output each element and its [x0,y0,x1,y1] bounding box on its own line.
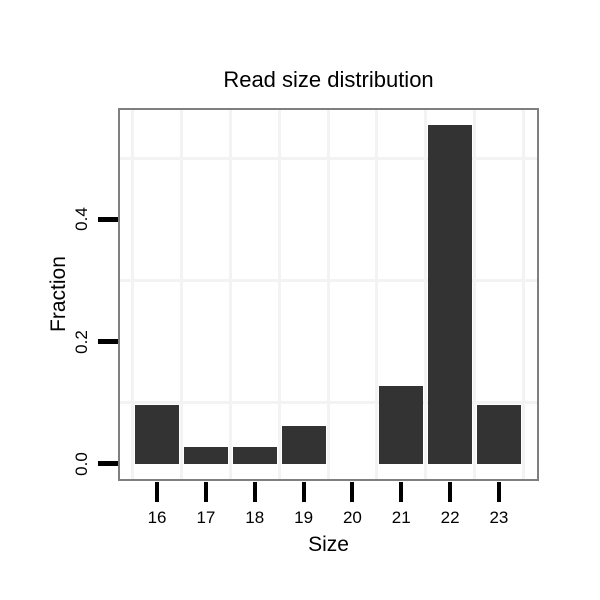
x-tick-mark [155,482,160,502]
y-tick-label: 0.2 [72,329,91,354]
y-tick-mark [98,216,118,222]
y-tick-mark [98,461,118,467]
vertical-gridline [179,110,183,479]
bar [428,125,473,464]
x-tick-mark [203,482,208,502]
x-tick-mark [252,482,257,502]
bar [476,404,521,464]
vertical-gridline [326,110,330,479]
vertical-gridline [375,110,379,479]
bar [183,446,228,464]
bar [379,385,424,464]
plot-panel-border [118,108,539,481]
vertical-gridline [473,110,477,479]
bar [135,404,180,464]
vertical-gridline [424,110,428,479]
y-tick-mark [98,339,118,345]
x-tick-mark [399,482,404,502]
x-tick-label: 16 [147,508,167,527]
vertical-gridline [228,110,232,479]
chart-title: Read size distribution [223,67,434,92]
x-tick-label: 18 [245,508,265,527]
x-tick-label: 21 [391,508,411,527]
horizontal-gridline [120,401,537,405]
x-tick-mark [301,482,306,502]
x-tick-mark [448,482,453,502]
vertical-gridline [277,110,281,479]
x-tick-label: 19 [294,508,314,527]
y-axis-label: Fraction [47,256,70,332]
vertical-gridline [131,110,135,479]
bar [281,425,326,464]
vertical-gridline [521,110,525,479]
x-tick-label: 20 [342,508,362,527]
x-tick-label: 22 [440,508,460,527]
horizontal-gridline [120,156,537,160]
y-tick-label: 0.4 [72,207,91,232]
x-tick-label: 17 [196,508,216,527]
y-tick-label: 0.0 [72,452,91,476]
x-axis-label: Size [308,533,349,556]
horizontal-gridline [120,278,537,282]
x-tick-mark [350,482,355,502]
bar [232,446,277,464]
x-tick-mark [496,482,501,502]
x-tick-label: 23 [489,508,509,527]
